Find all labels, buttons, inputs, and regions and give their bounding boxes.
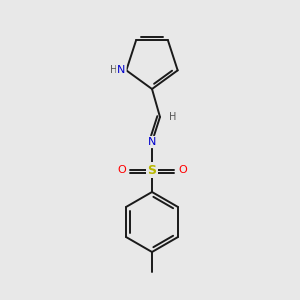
Text: O: O <box>117 165 126 175</box>
Text: H: H <box>110 65 117 75</box>
Text: H: H <box>169 112 176 122</box>
Text: N: N <box>117 65 125 75</box>
Text: O: O <box>178 165 187 175</box>
Text: N: N <box>148 137 156 147</box>
Text: S: S <box>148 164 157 176</box>
